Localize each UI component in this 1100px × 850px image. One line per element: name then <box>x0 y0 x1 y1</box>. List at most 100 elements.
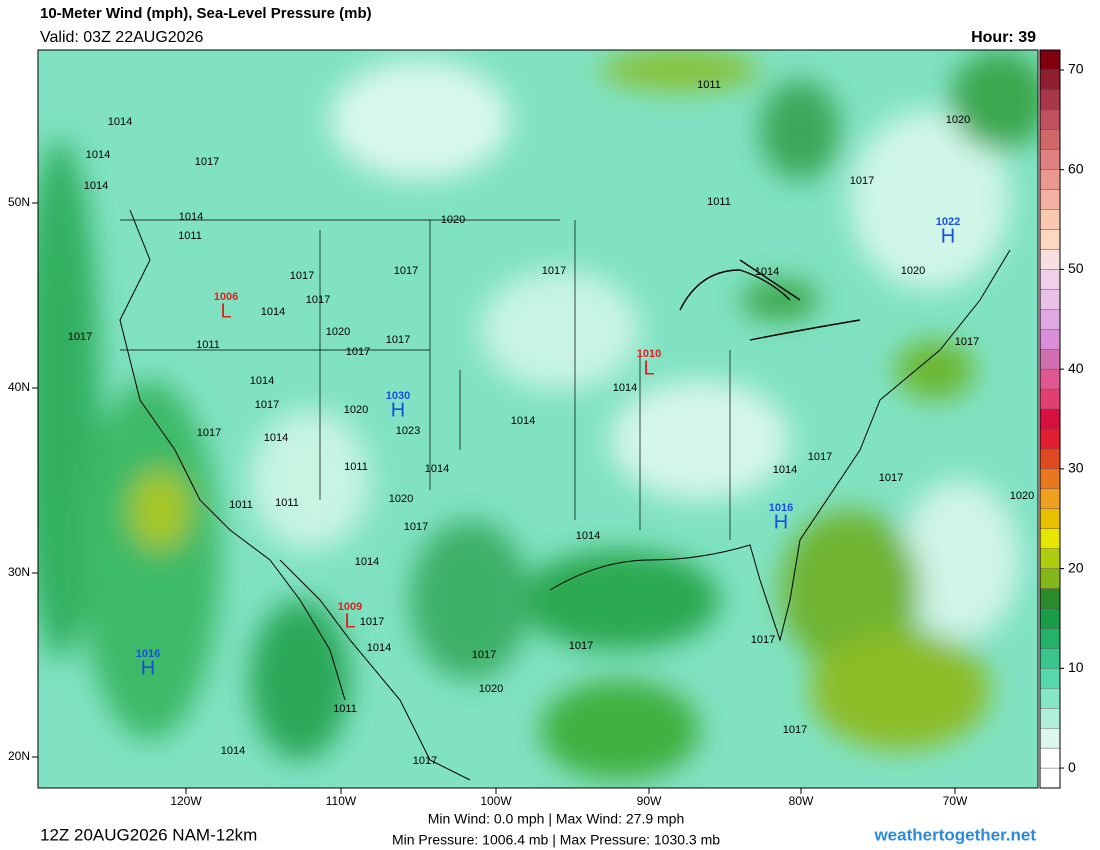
isobar-label: 1017 <box>346 346 370 358</box>
isobar-label: 1017 <box>68 331 92 343</box>
isobar-label: 1020 <box>389 493 413 505</box>
isobar-label: 1011 <box>178 230 202 242</box>
isobar-label: 1017 <box>413 755 437 767</box>
colorbar-swatch <box>1039 69 1061 91</box>
isobar-label: 1011 <box>229 499 253 511</box>
colorbar-swatch <box>1039 368 1061 390</box>
center-pressure: 1016 <box>769 502 793 514</box>
lon-label: 90W <box>637 794 662 808</box>
colorbar-swatch <box>1039 468 1061 490</box>
colorbar-swatch <box>1039 249 1061 270</box>
colorbar-swatch <box>1039 408 1061 430</box>
wind-stats: Min Wind: 0.0 mph | Max Wind: 27.9 mph <box>428 811 685 827</box>
colorbar-tick-label: 50 <box>1068 260 1084 276</box>
isobar-label: 1017 <box>472 649 496 661</box>
wind-shading <box>38 50 1038 780</box>
isobar-label: 1014 <box>355 556 379 568</box>
colorbar-swatch <box>1039 628 1061 649</box>
isobar-label: 1011 <box>707 196 731 208</box>
center-letter: H <box>391 399 405 421</box>
colorbar-swatch <box>1039 488 1061 509</box>
colorbar-swatch <box>1039 89 1061 111</box>
isobar-label: 1017 <box>290 270 314 282</box>
colorbar-tick-label: 40 <box>1068 360 1084 376</box>
map-field <box>38 50 1038 788</box>
colorbar-swatch <box>1039 528 1061 549</box>
lat-label: 30N <box>8 565 30 579</box>
colorbar-swatch <box>1039 209 1061 230</box>
isobar-label: 1017 <box>306 294 330 306</box>
colorbar-swatch <box>1039 588 1061 609</box>
isobar-label: 1020 <box>901 265 925 277</box>
colorbar-swatch <box>1039 668 1061 689</box>
colorbar-swatch <box>1039 508 1061 529</box>
isobar-label: 1017 <box>394 265 418 277</box>
center-letter: L <box>643 357 654 379</box>
isobar-label: 1014 <box>773 464 797 476</box>
colorbar-swatch <box>1039 49 1061 71</box>
isobar-label: 1017 <box>542 265 566 277</box>
isobar-label: 1014 <box>250 375 274 387</box>
colorbar-swatch <box>1039 688 1061 709</box>
isobar-label: 1017 <box>255 399 279 411</box>
valid-time: Valid: 03Z 22AUG2026 <box>40 29 203 46</box>
isobar-label: 1017 <box>808 451 832 463</box>
isobar-label: 1014 <box>511 415 535 427</box>
colorbar-tick-label: 30 <box>1068 460 1084 476</box>
lon-label: 110W <box>326 794 357 808</box>
forecast-hour: Hour: 39 <box>971 29 1036 46</box>
colorbar-swatch <box>1039 129 1061 150</box>
isobar-label: 1017 <box>955 336 979 348</box>
isobar-label: 1014 <box>613 382 637 394</box>
colorbar-swatch <box>1039 648 1061 669</box>
lon-label: 80W <box>789 794 814 808</box>
isobar-label: 1017 <box>783 724 807 736</box>
lon-label: 100W <box>480 794 512 808</box>
isobar-label: 1014 <box>367 642 391 654</box>
colorbar-swatch <box>1039 169 1061 190</box>
isobar-label: 1017 <box>569 640 593 652</box>
isobar-label: 1014 <box>425 463 449 475</box>
colorbar-swatch <box>1039 747 1061 769</box>
isobar-label: 1014 <box>261 306 285 318</box>
isobar-label: 1023 <box>396 425 420 437</box>
pressure-stats: Min Pressure: 1006.4 mb | Max Pressure: … <box>392 832 720 848</box>
colorbar-swatch <box>1039 708 1061 729</box>
isobar-label: 1017 <box>197 427 221 439</box>
isobar-label: 1020 <box>479 683 503 695</box>
isobar-label: 1011 <box>196 339 220 351</box>
isobar-label: 1017 <box>850 175 874 187</box>
isobar-label: 1014 <box>179 211 203 223</box>
lat-label: 40N <box>8 380 30 394</box>
lon-label: 70W <box>943 794 968 808</box>
center-letter: L <box>344 610 355 632</box>
colorbar-swatch <box>1039 289 1061 310</box>
colorbar-swatch <box>1039 727 1061 749</box>
center-pressure: 1006 <box>214 291 238 303</box>
isobar-label: 1017 <box>879 472 903 484</box>
site-name: weathertogether.net <box>873 825 1036 844</box>
isobar-label: 1020 <box>1010 490 1034 502</box>
center-pressure: 1010 <box>637 348 661 360</box>
isobar-label: 1014 <box>86 149 110 161</box>
isobar-label: 1017 <box>195 156 219 168</box>
center-letter: H <box>774 511 788 533</box>
colorbar-swatch <box>1039 269 1061 290</box>
colorbar-tick-label: 0 <box>1068 759 1076 775</box>
boundaries <box>119 209 1011 781</box>
colorbar-swatch <box>1039 428 1061 450</box>
isobar-label: 1014 <box>755 266 779 278</box>
isobar-label: 1014 <box>576 530 600 542</box>
isobar-label: 1011 <box>697 79 721 91</box>
colorbar-swatch <box>1039 608 1061 629</box>
colorbar-swatch <box>1039 448 1061 470</box>
isobar-label: 1011 <box>344 461 368 473</box>
center-letter: L <box>220 300 231 322</box>
colorbar-swatch <box>1039 388 1061 410</box>
map-frame <box>37 49 1039 789</box>
colorbar-swatch <box>1039 189 1061 210</box>
lon-label: 120W <box>170 794 202 808</box>
colorbar-swatch <box>1039 109 1061 130</box>
isobar-label: 1014 <box>108 116 132 128</box>
